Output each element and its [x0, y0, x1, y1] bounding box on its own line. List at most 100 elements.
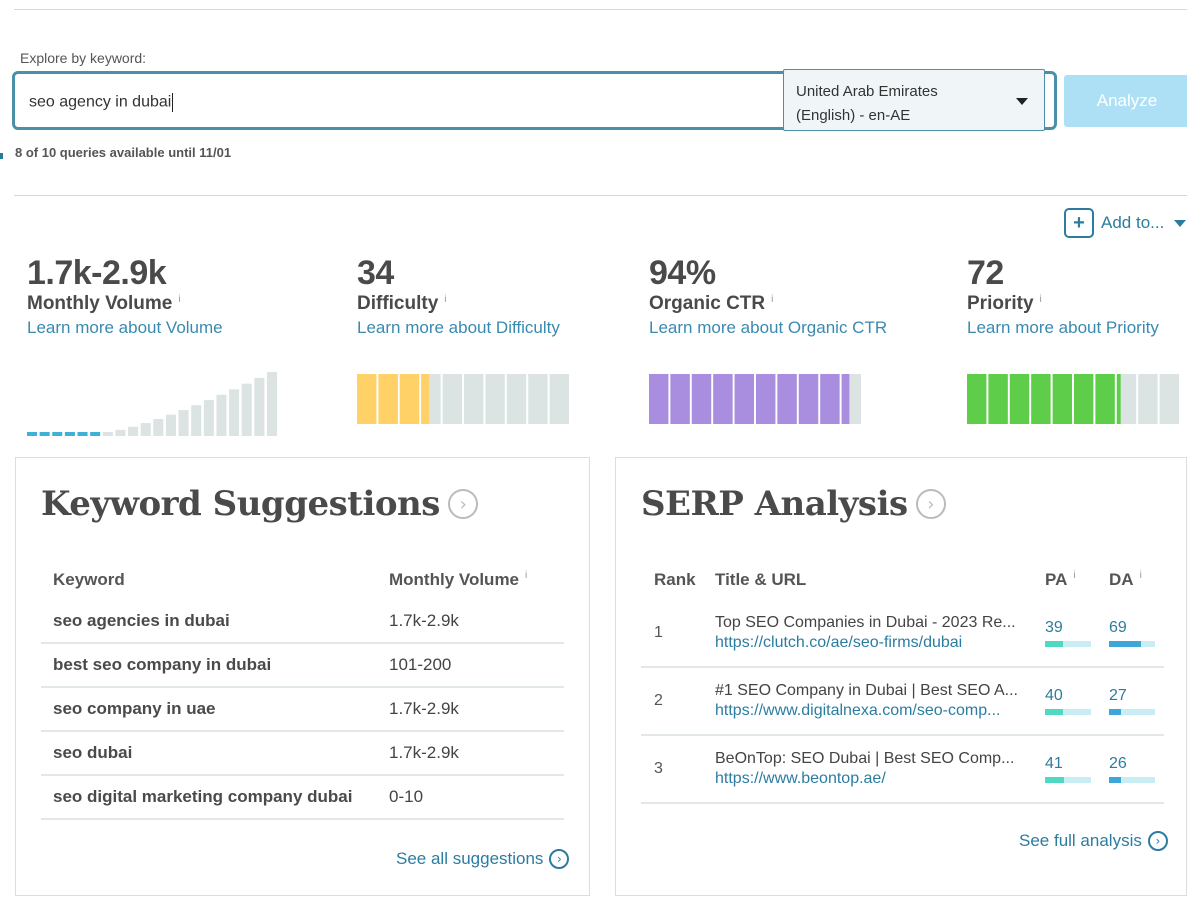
da-score: 69 [1109, 618, 1127, 636]
info-icon[interactable]: i [771, 293, 774, 305]
table-row[interactable]: 2 #1 SEO Company in Dubai | Best SEO A...… [641, 667, 1164, 736]
keyword-search-input[interactable]: seo agency in dubai [29, 93, 769, 112]
difficulty-segment [528, 374, 548, 424]
priority-segment [1159, 374, 1179, 424]
table-row[interactable]: seo dubai 1.7k-2.9k [41, 731, 564, 776]
queries-status: 8 of 10 queries available until 11/01 [15, 145, 232, 160]
da-cell: 69 [1109, 599, 1164, 668]
priority-segment [1138, 374, 1158, 424]
chevron-right-circle-icon[interactable]: › [447, 489, 478, 519]
table-row[interactable]: 3 BeOnTop: SEO Dubai | Best SEO Comp... ht… [641, 735, 1164, 804]
chevron-right-circle-icon: › [1147, 831, 1168, 851]
pa-cell: 40 [1045, 667, 1109, 736]
table-row[interactable]: seo company in uae 1.7k-2.9k [41, 687, 564, 732]
ctr-segment-fill [713, 374, 733, 424]
serp-table: Rank Title & URL PA i DA i 1 Top SEO Compan… [641, 561, 1164, 804]
info-icon[interactable]: i [1073, 570, 1076, 582]
difficulty-segment-fill [357, 374, 377, 424]
table-row[interactable]: seo agencies in dubai 1.7k-2.9k [41, 599, 564, 644]
volume-bar [191, 405, 202, 436]
learn-more-volume-link[interactable]: Learn more about Volume [27, 318, 223, 337]
keyword-cell[interactable]: seo dubai [41, 731, 377, 776]
priority-segment-fill [967, 374, 987, 424]
section-divider [14, 195, 1187, 196]
serp-result-title: Top SEO Companies in Dubai - 2023 Re... [715, 613, 1016, 631]
locale-country: United Arab Emirates [796, 83, 938, 100]
da-meter [1109, 777, 1155, 783]
da-score: 26 [1109, 755, 1127, 772]
info-icon[interactable]: i [1139, 570, 1142, 582]
difficulty-segment-fill [378, 374, 398, 424]
da-meter-fill [1109, 640, 1141, 647]
learn-more-priority-link[interactable]: Learn more about Priority [967, 318, 1159, 337]
pa-score: 39 [1045, 618, 1063, 636]
volume-bar [203, 400, 214, 436]
keyword-cell[interactable]: seo agencies in dubai [41, 599, 377, 644]
pa-meter-fill [1045, 777, 1064, 783]
priority-gauge [967, 374, 1179, 424]
pa-meter [1045, 777, 1091, 783]
volume-bar [140, 423, 151, 436]
da-meter-fill [1109, 709, 1122, 715]
table-row[interactable]: best seo company in dubai 101-200 [41, 643, 564, 688]
volume-bar [266, 372, 277, 436]
table-row[interactable]: seo digital marketing company dubai 0-10 [41, 775, 564, 820]
serp-result-title: BeOnTop: SEO Dubai | Best SEO Comp... [715, 750, 1015, 767]
keyword-cell[interactable]: seo company in uae [41, 687, 377, 732]
pa-score: 40 [1045, 687, 1063, 704]
volume-bar [39, 432, 50, 436]
add-to-button[interactable]: + Add to... [1064, 208, 1187, 238]
title-url-cell: BeOnTop: SEO Dubai | Best SEO Comp... htt… [715, 735, 1045, 804]
info-icon[interactable]: i [178, 293, 181, 305]
volume-cell: 101-200 [377, 643, 564, 688]
metric-value: 1.7k-2.9k [27, 254, 167, 292]
da-score: 27 [1109, 687, 1127, 704]
column-header-da: DA i [1109, 570, 1142, 589]
see-all-suggestions-link[interactable]: See all suggestions › [396, 849, 570, 869]
metric-value: 94% [649, 254, 716, 292]
ctr-segment-fill [798, 374, 819, 424]
metric-value: 72 [967, 254, 1004, 292]
volume-bar [165, 414, 176, 436]
add-to-label: Add to... [1101, 213, 1165, 232]
difficulty-segment [442, 374, 462, 424]
volume-bar [241, 383, 252, 436]
keyword-cell[interactable]: seo digital marketing company dubai [41, 775, 377, 820]
ctr-segment-fill [649, 374, 669, 424]
info-icon[interactable]: i [444, 293, 447, 305]
priority-segment-fill [1116, 374, 1121, 424]
serp-result-url[interactable]: https://www.beontop.ae/ [715, 770, 886, 787]
metric-difficulty: 34 Difficulty i Learn more about Difficul… [357, 254, 560, 338]
table-row[interactable]: 1 Top SEO Companies in Dubai - 2023 Re...… [641, 599, 1164, 668]
volume-cell: 1.7k-2.9k [377, 687, 564, 732]
priority-segment-fill [1095, 374, 1115, 424]
volume-cell: 0-10 [377, 775, 564, 820]
locale-select[interactable]: United Arab Emirates (English) - en-AE [783, 69, 1045, 131]
serp-analysis-card: SERP Analysis › Rank Title & URL PA i DA i… [615, 457, 1187, 896]
metric-monthly-volume: 1.7k-2.9k Monthly Volume i Learn more abo… [27, 254, 223, 338]
info-icon[interactable]: i [1039, 293, 1042, 305]
priority-segment-fill [1052, 374, 1072, 424]
pa-cell: 39 [1045, 599, 1109, 668]
volume-bar [115, 429, 126, 436]
ctr-segment-fill [691, 374, 712, 424]
learn-more-difficulty-link[interactable]: Learn more about Difficulty [357, 318, 560, 337]
serp-result-url[interactable]: https://clutch.co/ae/seo-firms/dubai [715, 633, 963, 651]
chevron-right-circle-icon[interactable]: › [915, 489, 946, 519]
serp-result-url[interactable]: https://www.digitalnexa.com/seo-comp... [715, 702, 1001, 719]
chevron-down-icon [1174, 219, 1187, 227]
keyword-query-text: seo agency in dubai [29, 93, 172, 111]
info-icon[interactable]: i [525, 570, 528, 582]
da-cell: 26 [1109, 735, 1164, 804]
keyword-cell[interactable]: best seo company in dubai [41, 643, 377, 688]
volume-cell: 1.7k-2.9k [377, 599, 564, 644]
text-cursor [172, 93, 174, 112]
volume-bar [216, 394, 227, 436]
analyze-button[interactable]: Analyze [1064, 75, 1187, 127]
see-full-analysis-link[interactable]: See full analysis › [1019, 831, 1168, 851]
chevron-right-circle-icon: › [549, 849, 570, 869]
metric-organic-ctr: 94% Organic CTR i Learn more about Organi… [649, 254, 887, 338]
serp-result-title: #1 SEO Company in Dubai | Best SEO A... [715, 682, 1018, 699]
pa-meter-fill [1045, 640, 1063, 647]
learn-more-ctr-link[interactable]: Learn more about Organic CTR [649, 318, 888, 337]
